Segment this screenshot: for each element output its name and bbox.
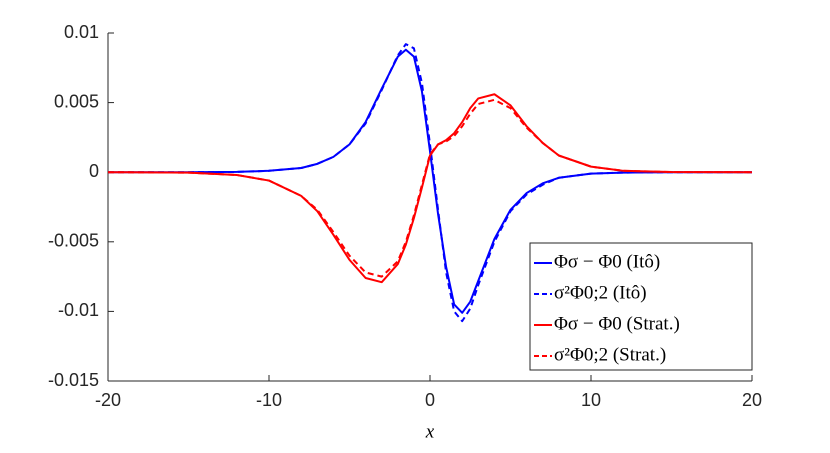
legend-box xyxy=(529,242,753,371)
series-line xyxy=(107,98,753,278)
y-tick-label: -0.01 xyxy=(58,300,99,320)
legend-label: Φσ − Φ0 (Itô) xyxy=(554,251,660,272)
x-tick-label: 0 xyxy=(425,390,435,410)
x-tick-label: -20 xyxy=(95,390,121,410)
y-tick-label: 0 xyxy=(89,161,99,181)
legend-label: σ²Φ0;2 (Itô) xyxy=(554,282,647,303)
x-axis-label: x xyxy=(425,421,435,442)
series-line xyxy=(108,48,752,314)
y-tick-label: 0.005 xyxy=(54,91,99,111)
legend-label: σ²Φ0;2 (Strat.) xyxy=(554,344,666,365)
y-tick-label: -0.005 xyxy=(48,231,99,251)
x-tick-label: 10 xyxy=(581,390,601,410)
x-tick-label: -10 xyxy=(256,390,282,410)
y-tick-label: 0.01 xyxy=(64,22,99,42)
series-line xyxy=(108,43,752,323)
x-tick-label: 20 xyxy=(742,390,762,410)
legend-label: Φσ − Φ0 (Strat.) xyxy=(554,313,680,334)
y-tick-label: -0.015 xyxy=(48,370,99,390)
